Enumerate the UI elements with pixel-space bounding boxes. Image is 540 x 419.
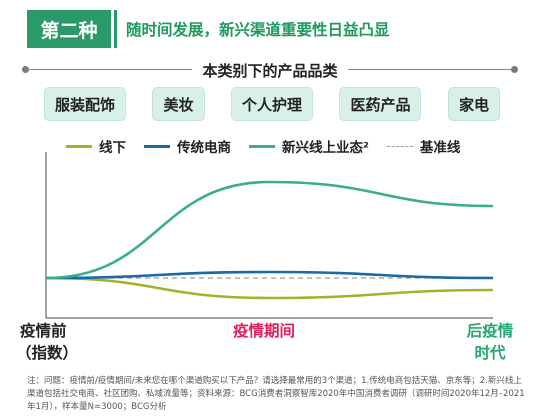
legend-label: 新兴线上业态² — [282, 140, 369, 156]
legend-item-baseline: 基准线 — [386, 136, 461, 156]
page-title: 随时间发展，新兴渠道重要性日益凸显 — [126, 21, 390, 39]
legend-swatch — [249, 144, 275, 148]
rule-dot-left — [22, 66, 29, 73]
section-tag: 第二种 — [27, 10, 111, 48]
category-list: 服装配饰 美妆 个人护理 医药产品 家电 — [44, 87, 500, 121]
plot-area — [45, 152, 494, 319]
x-label-before: 疫情前 （指数） — [16, 320, 78, 364]
legend-item-offline: 线下 — [66, 136, 126, 156]
category-chip: 美妆 — [152, 87, 205, 121]
series-line — [45, 270, 494, 280]
chart-legend: 线下 传统电商 新兴线上业态² 基准线 — [66, 136, 478, 156]
legend-swatch — [386, 145, 413, 147]
section-title: 本类别下的产品品类 — [0, 60, 540, 81]
legend-item-emerging-online: 新兴线上业态² — [249, 136, 369, 156]
series-line — [45, 180, 494, 280]
category-chip: 个人护理 — [230, 87, 313, 121]
x-label-after-line2: 时代 — [474, 344, 506, 362]
section-title-text: 本类别下的产品品类 — [192, 62, 348, 80]
legend-swatch — [144, 144, 170, 148]
legend-item-traditional-ecommerce: 传统电商 — [144, 136, 231, 156]
x-label-after-line1: 后疫情 — [466, 322, 514, 340]
legend-label: 线下 — [99, 140, 126, 156]
x-label-after: 后疫情 时代 — [458, 320, 522, 364]
category-chip: 服装配饰 — [44, 87, 127, 121]
footnote: 注：问题：疫情前/疫情期间/未来您在哪个渠道购买以下产品？请选择最常用的3个渠道… — [27, 376, 525, 412]
legend-label: 传统电商 — [177, 140, 231, 156]
rule-dot-right — [511, 66, 518, 73]
category-chip: 家电 — [447, 87, 500, 121]
x-label-during: 疫情期间 — [233, 322, 296, 340]
header-divider — [114, 10, 117, 48]
category-chip: 医药产品 — [339, 87, 422, 121]
series-line — [45, 276, 494, 300]
x-label-before-line1: 疫情前 — [20, 322, 67, 340]
x-label-before-line2: （指数） — [16, 344, 79, 362]
legend-label: 基准线 — [419, 140, 461, 156]
legend-swatch — [66, 144, 92, 148]
